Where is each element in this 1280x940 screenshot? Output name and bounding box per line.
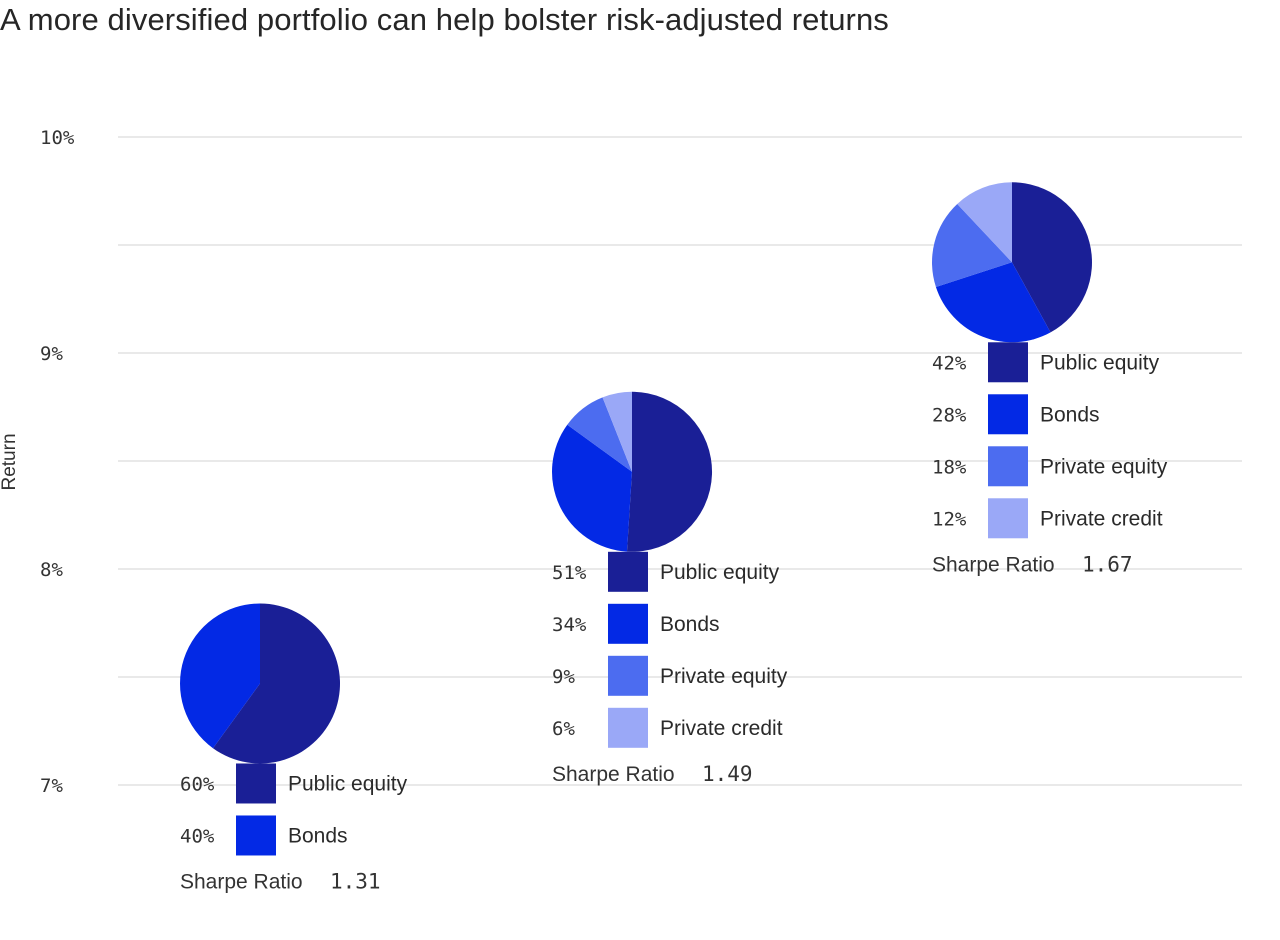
- legend-value: 28%: [932, 404, 967, 426]
- legend-swatch-private-credit: [608, 707, 648, 748]
- portfolio-group: 60% Public equity 40% Bonds Sharpe Ratio 1.31: [180, 603, 408, 893]
- legend-swatch-public-equity: [988, 342, 1028, 383]
- legend-swatch-bonds: [608, 603, 648, 644]
- portfolio-group: 51% Public equity 34% Bonds 9% Private equity…: [552, 391, 788, 786]
- legend-label: Private credit: [660, 717, 783, 740]
- y-axis: Return 10% 9% 8% 7%: [0, 127, 75, 797]
- pie-slice-bonds: [935, 262, 1051, 343]
- legend-value: 6%: [552, 718, 575, 740]
- legend-value: 51%: [552, 562, 587, 584]
- pie-slice-bonds: [552, 424, 632, 552]
- pie-slice-private-equity: [567, 397, 632, 472]
- legend-value: 18%: [932, 456, 967, 478]
- legend-swatch-private-equity: [608, 655, 648, 696]
- sharpe-ratio-value: 1.49: [702, 762, 753, 786]
- legend-swatch-public-equity: [608, 551, 648, 592]
- chart-title: A more diversified portfolio can help bo…: [0, 2, 889, 37]
- sharpe-ratio-value: 1.67: [1082, 552, 1133, 576]
- sharpe-ratio-value: 1.31: [330, 869, 381, 893]
- legend-label: Public equity: [288, 772, 408, 795]
- legend-swatch-public-equity: [236, 763, 276, 804]
- legend-label: Private credit: [1040, 507, 1163, 530]
- pie-slice-private-credit: [957, 182, 1012, 263]
- y-tick-label: 10%: [40, 127, 75, 149]
- sharpe-ratio-label: Sharpe Ratio: [932, 553, 1055, 576]
- legend-swatch-private-equity: [988, 446, 1028, 487]
- legend-label: Private equity: [660, 665, 788, 688]
- portfolio-group: 42% Public equity 28% Bonds 18% Private equit…: [932, 182, 1168, 576]
- legend-value: 40%: [180, 825, 215, 847]
- legend-swatch-bonds: [236, 815, 276, 856]
- sharpe-ratio-label: Sharpe Ratio: [552, 763, 675, 786]
- legend-swatch-bonds: [988, 394, 1028, 435]
- legend-label: Bonds: [660, 613, 720, 636]
- pie-slice-public-equity: [212, 603, 341, 764]
- pie-slice-bonds: [180, 603, 260, 749]
- legend-label: Public equity: [1040, 351, 1160, 374]
- sharpe-ratio-label: Sharpe Ratio: [180, 870, 303, 893]
- legend-value: 42%: [932, 352, 967, 374]
- legend-label: Bonds: [1040, 403, 1100, 426]
- pie-slice-private-equity: [932, 203, 1012, 287]
- pie-slice-private-credit: [602, 391, 632, 472]
- legend-value: 34%: [552, 614, 587, 636]
- portfolios: 60% Public equity 40% Bonds Sharpe Ratio 1.31…: [180, 182, 1168, 893]
- pie-slice-public-equity: [626, 391, 713, 552]
- legend-label: Private equity: [1040, 455, 1168, 478]
- legend-swatch-private-credit: [988, 498, 1028, 539]
- y-tick-label: 8%: [40, 559, 63, 581]
- pie-slice-public-equity: [1012, 182, 1092, 333]
- legend-value: 60%: [180, 773, 215, 795]
- y-axis-label: Return: [0, 433, 20, 490]
- legend-value: 12%: [932, 508, 967, 530]
- legend-label: Bonds: [288, 824, 348, 847]
- y-tick-label: 7%: [40, 775, 63, 797]
- y-tick-label: 9%: [40, 343, 63, 365]
- legend-label: Public equity: [660, 561, 780, 584]
- legend-value: 9%: [552, 666, 575, 688]
